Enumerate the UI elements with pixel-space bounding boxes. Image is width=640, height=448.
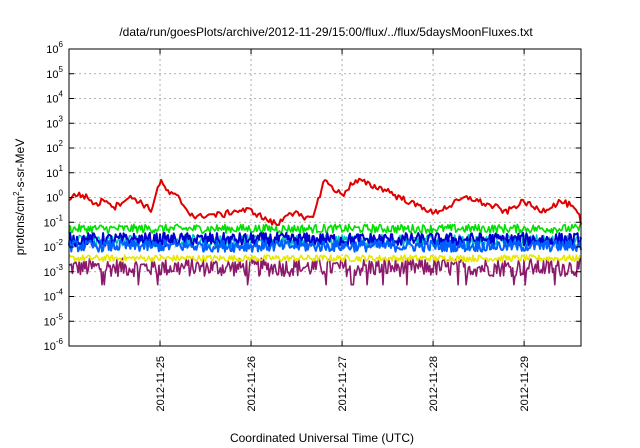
x-axis-ticks: 2012-11-25 2012-11-26 2012-11-27 2012-11-28… xyxy=(155,49,531,411)
y-axis-label: protons/cm2-s-sr-MeV xyxy=(12,139,27,255)
y-tick-label: 10-6 xyxy=(44,337,64,353)
y-axis-ticks: 10-6 10-5 10-4 10-3 10-2 10-1 100 101 102 103 104 1… xyxy=(44,40,581,353)
y-tick-label: 103 xyxy=(46,114,63,130)
y-tick-label: 104 xyxy=(46,90,63,106)
x-tick-label: 2012-11-25 xyxy=(155,356,167,411)
y-tick-label: 105 xyxy=(46,65,63,81)
x-tick-label: 2012-11-27 xyxy=(337,356,349,411)
series-line-2 xyxy=(68,233,582,248)
x-tick-label: 2012-11-26 xyxy=(246,356,258,411)
y-tick-label: 10-5 xyxy=(44,312,64,328)
series-line-0 xyxy=(68,177,582,227)
chart-title: /data/run/goesPlots/archive/2012-11-29/1… xyxy=(119,25,533,39)
y-tick-label: 10-3 xyxy=(44,263,64,279)
x-tick-label: 2012-11-29 xyxy=(519,356,531,411)
y-tick-label: 102 xyxy=(46,139,63,155)
y-tick-label: 10-4 xyxy=(44,288,64,304)
y-tick-label: 10-2 xyxy=(44,238,64,254)
y-tick-label: 101 xyxy=(46,164,63,180)
series-line-3 xyxy=(68,231,582,248)
series-line-1 xyxy=(68,223,582,234)
x-tick-label: 2012-11-28 xyxy=(428,356,440,411)
series-layer xyxy=(68,177,582,286)
y-axis-label-sup: 2 xyxy=(12,191,21,196)
series-line-4 xyxy=(68,239,582,253)
series-line-6 xyxy=(68,257,582,286)
y-tick-label: 100 xyxy=(46,189,63,205)
y-axis-label-pre: protons/cm xyxy=(13,196,27,255)
x-axis-label: Coordinated Universal Time (UTC) xyxy=(230,431,414,445)
grid xyxy=(69,49,581,346)
y-axis-label-post: -s-sr-MeV xyxy=(13,139,27,192)
series-line-5 xyxy=(68,254,582,263)
y-tick-label: 106 xyxy=(46,40,63,56)
y-tick-label: 10-1 xyxy=(44,213,64,229)
